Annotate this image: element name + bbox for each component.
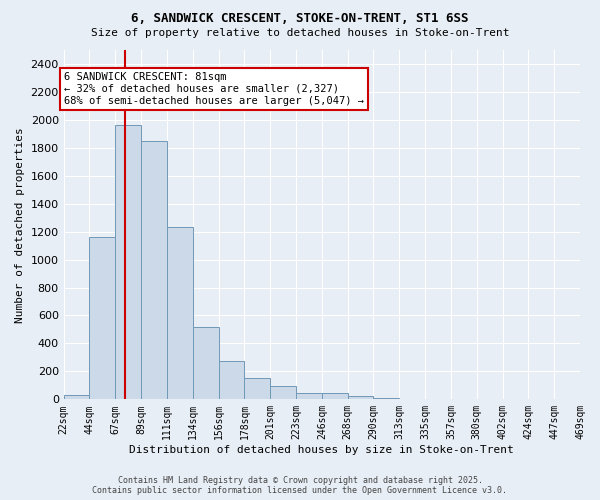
Bar [373, 398, 399, 400]
Y-axis label: Number of detached properties: Number of detached properties [15, 127, 25, 322]
Bar [244, 378, 270, 400]
Text: Contains HM Land Registry data © Crown copyright and database right 2025.
Contai: Contains HM Land Registry data © Crown c… [92, 476, 508, 495]
Bar [425, 398, 451, 400]
Bar [503, 398, 529, 400]
Bar [64, 395, 89, 400]
Bar [529, 398, 554, 400]
Text: 6 SANDWICK CRESCENT: 81sqm
← 32% of detached houses are smaller (2,327)
68% of s: 6 SANDWICK CRESCENT: 81sqm ← 32% of deta… [64, 72, 364, 106]
Bar [296, 393, 322, 400]
Text: 6, SANDWICK CRESCENT, STOKE-ON-TRENT, ST1 6SS: 6, SANDWICK CRESCENT, STOKE-ON-TRENT, ST… [131, 12, 469, 26]
X-axis label: Distribution of detached houses by size in Stoke-on-Trent: Distribution of detached houses by size … [130, 445, 514, 455]
Bar [477, 398, 503, 400]
Bar [141, 141, 167, 400]
Bar [167, 228, 193, 400]
Text: Size of property relative to detached houses in Stoke-on-Trent: Size of property relative to detached ho… [91, 28, 509, 38]
Bar [218, 361, 244, 400]
Bar [193, 326, 218, 400]
Bar [270, 386, 296, 400]
Bar [89, 237, 115, 400]
Bar [347, 396, 373, 400]
Bar [451, 398, 477, 400]
Bar [554, 398, 580, 400]
Bar [399, 398, 425, 400]
Bar [322, 393, 347, 400]
Bar [115, 126, 141, 400]
